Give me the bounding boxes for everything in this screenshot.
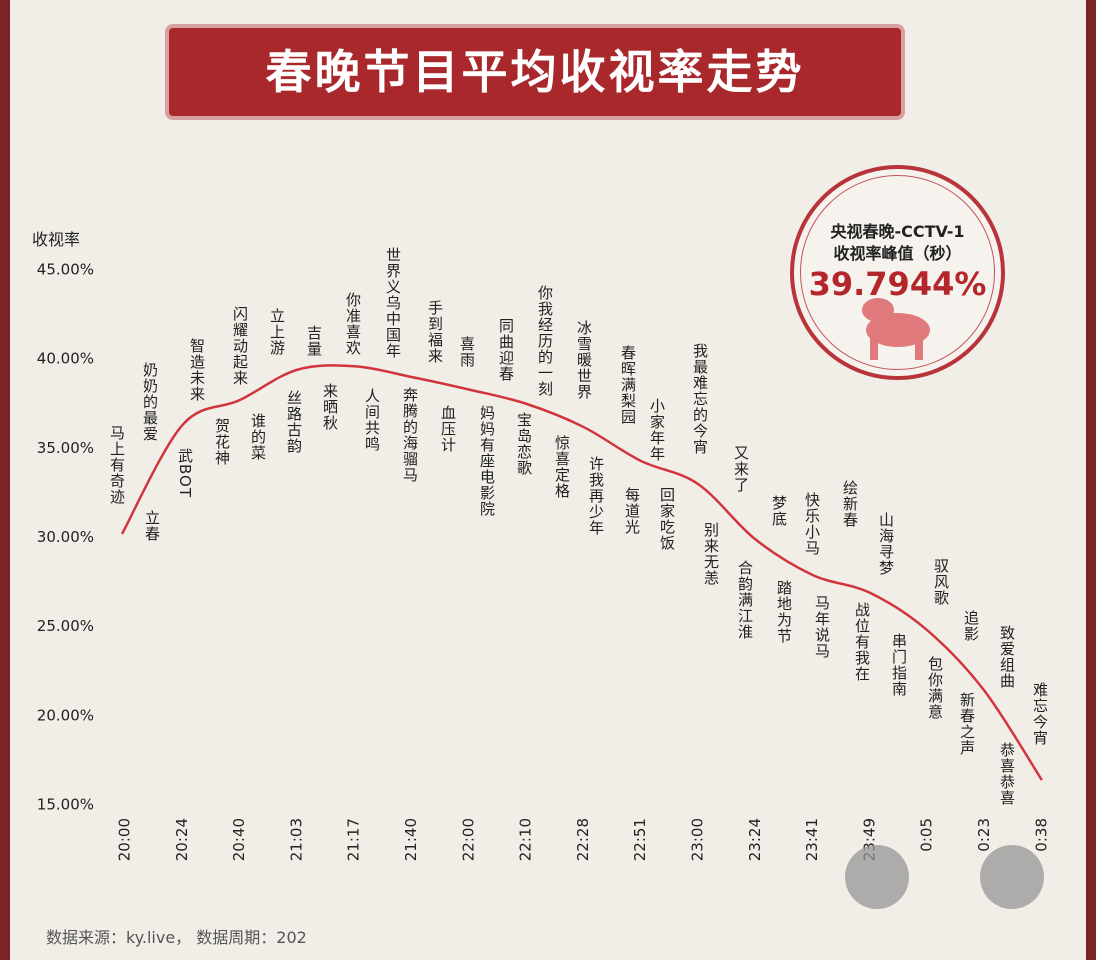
program-label: 包你满意 bbox=[926, 656, 944, 720]
program-label: 立春 bbox=[143, 510, 161, 542]
program-label: 奶奶的最爱 bbox=[141, 362, 159, 442]
y-tick-label: 35.00% bbox=[37, 439, 94, 457]
program-label: 致爱组曲 bbox=[998, 625, 1016, 689]
program-label: 吉量 bbox=[305, 325, 323, 357]
program-label: 丝路古韵 bbox=[285, 390, 303, 454]
x-tick-label: 23:00 bbox=[689, 818, 707, 861]
program-label: 小家年年 bbox=[648, 398, 666, 462]
program-label: 战位有我在 bbox=[853, 602, 871, 682]
program-label: 贺花神 bbox=[213, 418, 231, 466]
program-label: 立上游 bbox=[268, 308, 286, 356]
program-label: 新春之声 bbox=[958, 692, 976, 756]
program-label: 回家吃饭 bbox=[658, 487, 676, 551]
program-label: 绘新春 bbox=[841, 480, 859, 528]
program-label: 串门指南 bbox=[890, 633, 908, 697]
badge-text: 收视率峰值（秒） bbox=[833, 244, 962, 263]
program-label: 手到福来 bbox=[426, 300, 444, 364]
x-tick-label: 20:00 bbox=[116, 818, 134, 861]
program-label: 许我再少年 bbox=[587, 456, 605, 536]
program-label: 奔腾的海骝马 bbox=[401, 387, 419, 483]
frame bbox=[0, 0, 10, 960]
x-tick-label: 21:40 bbox=[402, 818, 420, 861]
peak-badge-ring bbox=[800, 175, 995, 370]
zoom-button[interactable] bbox=[845, 845, 909, 909]
program-label: 武BOT bbox=[176, 448, 194, 498]
program-label: 快乐小马 bbox=[803, 492, 821, 556]
program-label: 又来了 bbox=[732, 445, 750, 493]
chart-title: 春晚节目平均收视率走势 bbox=[265, 45, 805, 99]
horse-icon bbox=[862, 298, 930, 360]
x-tick-label: 23:41 bbox=[803, 818, 821, 861]
x-tick-label: 22:51 bbox=[631, 818, 649, 861]
program-label: 马上有奇迹 bbox=[108, 425, 126, 505]
program-label: 合韵满江淮 bbox=[736, 560, 754, 640]
y-tick-label: 45.00% bbox=[37, 261, 94, 279]
frame bbox=[1086, 0, 1096, 960]
program-label: 宝岛恋歌 bbox=[515, 412, 533, 476]
data-line bbox=[120, 364, 1043, 781]
peak-value: 39.7944% bbox=[808, 265, 987, 303]
program-label: 春晖满梨园 bbox=[619, 345, 637, 425]
y-tick-label: 30.00% bbox=[37, 528, 94, 546]
x-tick-label: 0:38 bbox=[1032, 818, 1050, 852]
program-label: 每道光 bbox=[623, 487, 641, 535]
program-label: 难忘今宵 bbox=[1031, 682, 1049, 746]
program-label: 恭喜恭喜 bbox=[998, 742, 1016, 806]
badge-text: 央视春晚-CCTV-1 bbox=[830, 222, 965, 241]
program-label: 血压计 bbox=[439, 405, 457, 453]
program-label: 谁的菜 bbox=[249, 413, 267, 461]
program-label: 梦底 bbox=[770, 495, 788, 527]
x-tick-label: 20:24 bbox=[173, 818, 191, 861]
y-axis-label: 收视率 bbox=[32, 230, 81, 249]
y-tick-label: 15.00% bbox=[37, 796, 94, 814]
y-tick-label: 40.00% bbox=[37, 350, 94, 368]
program-label: 马年说马 bbox=[813, 595, 831, 659]
x-tick-label: 20:40 bbox=[230, 818, 248, 861]
program-label: 智造未来 bbox=[188, 338, 206, 402]
x-tick-label: 22:28 bbox=[574, 818, 592, 861]
y-tick-label: 20.00% bbox=[37, 706, 94, 724]
x-tick-label: 22:00 bbox=[459, 818, 477, 861]
program-label: 闪耀动起来 bbox=[231, 306, 249, 386]
x-tick-label: 21:03 bbox=[287, 818, 305, 861]
program-label: 追影 bbox=[962, 610, 980, 642]
x-tick-label: 0:05 bbox=[918, 818, 936, 852]
source-note: 数据来源：ky.live， 数据周期：202 bbox=[46, 928, 307, 947]
x-tick-label: 21:17 bbox=[345, 818, 363, 861]
x-tick-label: 23:24 bbox=[746, 818, 764, 861]
program-label: 惊喜定格 bbox=[553, 435, 571, 499]
sound-button[interactable] bbox=[980, 845, 1044, 909]
program-label: 山海寻梦 bbox=[877, 512, 895, 576]
program-label: 来晒秋 bbox=[321, 383, 339, 431]
program-label: 妈妈有座电影院 bbox=[478, 405, 496, 517]
program-label: 同曲迎春 bbox=[497, 318, 515, 382]
title-banner bbox=[165, 24, 905, 120]
program-label: 冰雪暖世界 bbox=[575, 320, 593, 400]
x-tick-label: 0:23 bbox=[975, 818, 993, 852]
program-label: 我最难忘的今宵 bbox=[691, 343, 709, 455]
program-label: 驭风歌 bbox=[932, 558, 950, 606]
program-label: 喜雨 bbox=[458, 336, 476, 368]
program-label: 别来无恙 bbox=[702, 522, 720, 586]
program-label: 你准喜欢 bbox=[344, 292, 362, 356]
program-label: 你我经历的一刻 bbox=[536, 285, 554, 397]
y-tick-label: 25.00% bbox=[37, 617, 94, 635]
program-label: 世界义乌中国年 bbox=[384, 247, 402, 359]
program-label: 踏地为节 bbox=[775, 580, 793, 644]
x-tick-label: 22:10 bbox=[517, 818, 535, 861]
program-label: 人间共鸣 bbox=[363, 388, 381, 452]
